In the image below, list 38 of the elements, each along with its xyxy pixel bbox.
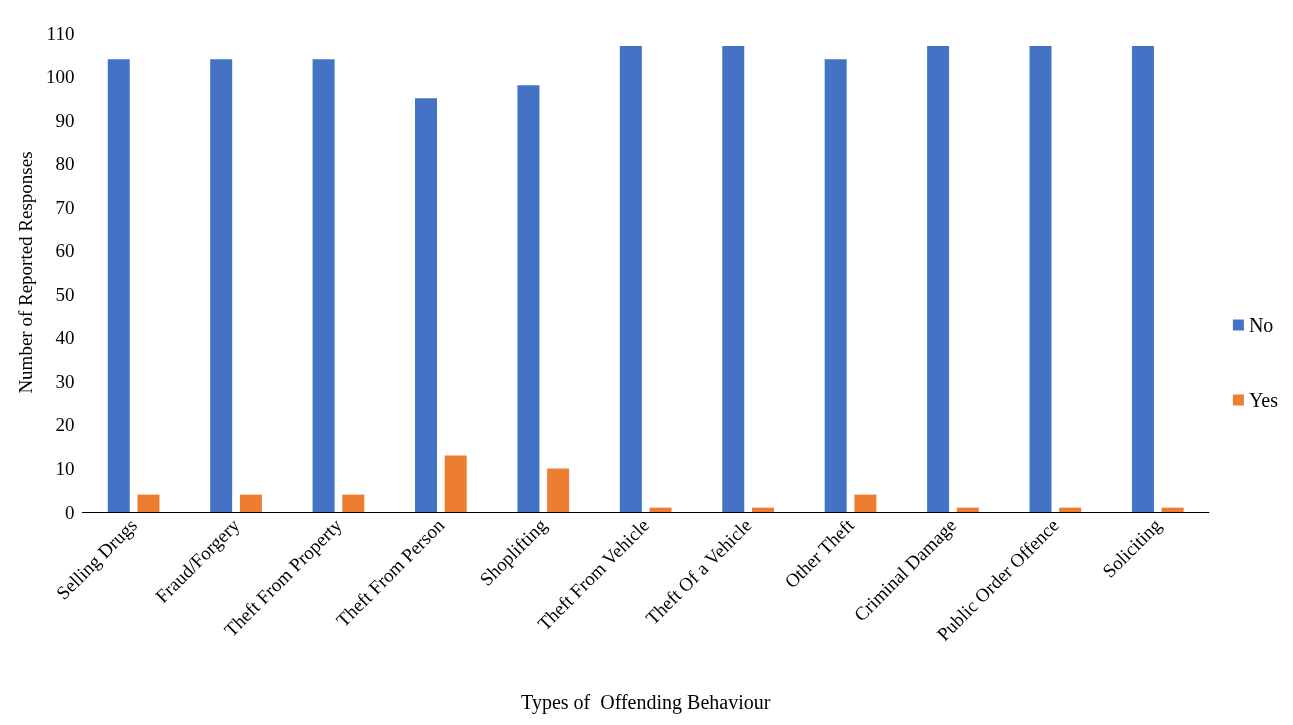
bar bbox=[239, 494, 262, 512]
bar bbox=[927, 46, 950, 512]
bar bbox=[854, 494, 877, 512]
bar bbox=[107, 59, 130, 512]
y-tick-label: 70 bbox=[55, 196, 75, 218]
x-axis-title: Types of Offending Behaviour bbox=[521, 691, 771, 714]
bar bbox=[649, 507, 672, 512]
bar bbox=[619, 46, 642, 512]
bar bbox=[444, 455, 467, 512]
y-tick-label: 30 bbox=[55, 370, 75, 392]
legend-label: Yes bbox=[1248, 389, 1279, 411]
bar bbox=[547, 468, 570, 512]
bar bbox=[1029, 46, 1052, 512]
bar bbox=[1131, 46, 1154, 512]
bar bbox=[824, 59, 847, 512]
y-tick-label: 0 bbox=[64, 501, 75, 523]
y-tick-label: 80 bbox=[55, 153, 75, 175]
bar bbox=[517, 85, 540, 512]
bar bbox=[956, 507, 979, 512]
y-axis-title: Number of Reported Responses bbox=[15, 151, 36, 394]
bar bbox=[342, 494, 365, 512]
legend-label: No bbox=[1248, 314, 1274, 336]
bar bbox=[137, 494, 160, 512]
bar bbox=[1059, 507, 1082, 512]
bar bbox=[415, 98, 438, 512]
y-tick-label: 60 bbox=[55, 240, 75, 262]
y-tick-label: 100 bbox=[45, 66, 75, 88]
bar bbox=[722, 46, 745, 512]
bar bbox=[210, 59, 233, 512]
bar bbox=[1161, 507, 1184, 512]
y-tick-label: 10 bbox=[55, 457, 75, 479]
bar bbox=[751, 507, 774, 512]
y-tick-label: 50 bbox=[55, 283, 75, 305]
y-tick-label: 90 bbox=[55, 109, 75, 131]
y-tick-label: 110 bbox=[46, 22, 75, 44]
bar bbox=[312, 59, 335, 512]
y-tick-label: 20 bbox=[55, 414, 75, 436]
y-tick-label: 40 bbox=[55, 327, 75, 349]
